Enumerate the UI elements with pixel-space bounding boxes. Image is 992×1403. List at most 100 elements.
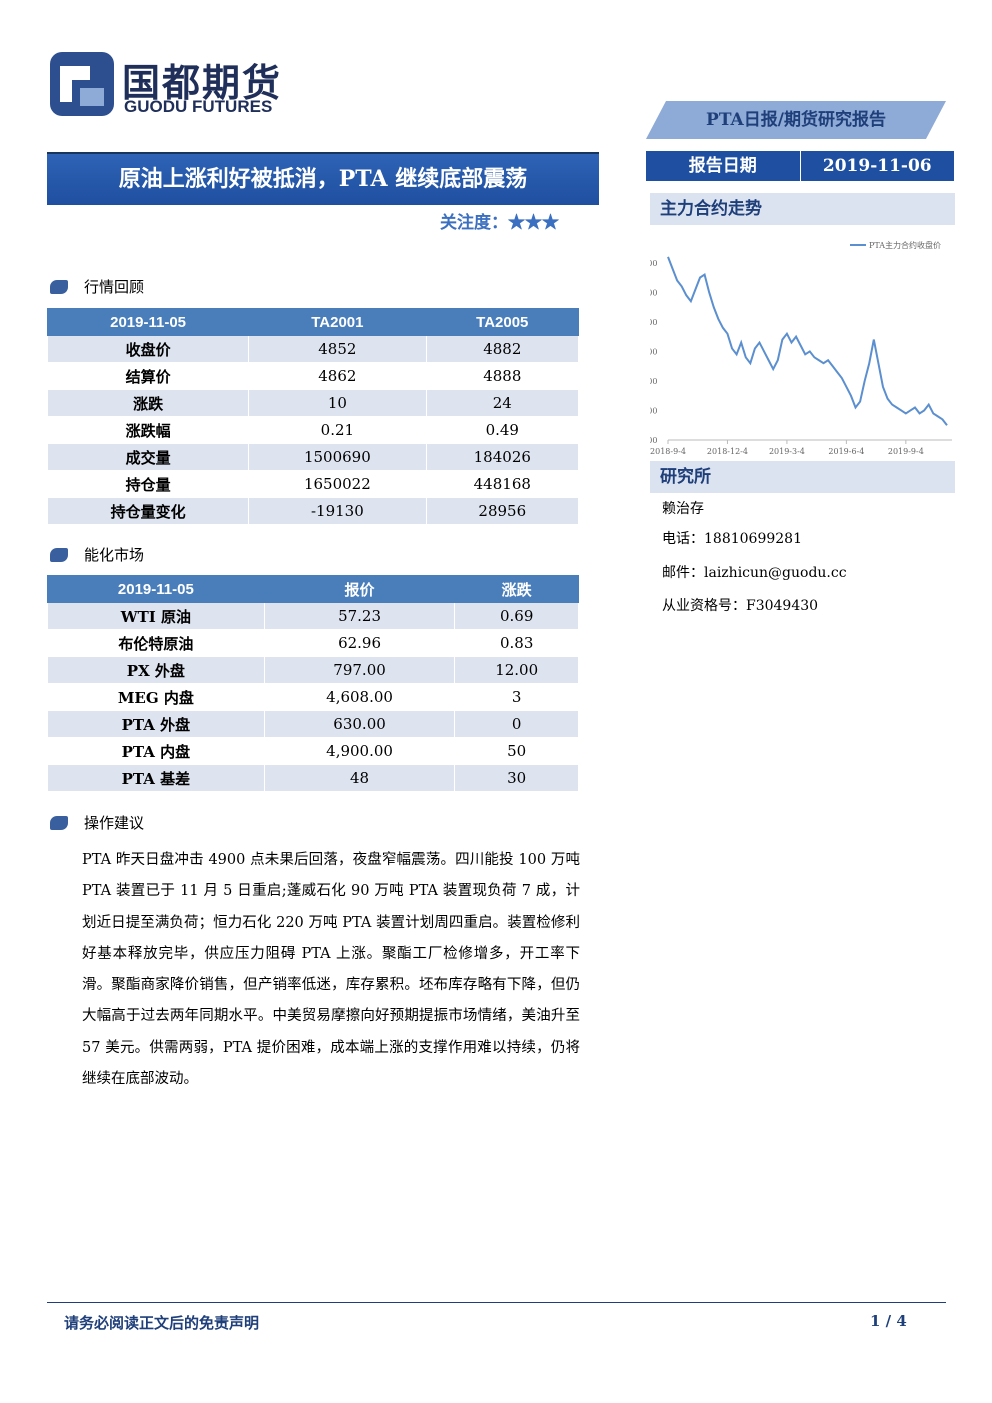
table-row: WTI 原油 57.23 0.69 bbox=[47, 602, 579, 630]
cell: 57.23 bbox=[263, 602, 456, 630]
cell: 4,608.00 bbox=[263, 683, 456, 711]
line bbox=[667, 256, 948, 426]
cell: 0.49 bbox=[425, 416, 580, 444]
attention: 关注度：★★★ bbox=[440, 208, 559, 233]
report-date: 报告日期 2019-11-06 bbox=[646, 151, 954, 181]
header-cell: 涨跌 bbox=[454, 575, 579, 603]
section-title: 操作建议 bbox=[84, 814, 145, 832]
row-label: 涨跌幅 bbox=[46, 416, 250, 444]
cell: 184026 bbox=[425, 443, 580, 471]
row-label: PX 外盘 bbox=[47, 656, 265, 684]
cell: 10 bbox=[248, 389, 427, 417]
row-label: 布伦特原油 bbox=[47, 629, 265, 657]
cell: 1500690 bbox=[248, 443, 427, 471]
logo-english: GUODU FUTURES bbox=[124, 97, 273, 116]
section-head: 行情回顾 bbox=[50, 276, 144, 297]
x-tick-label: 2019-9-4 bbox=[888, 447, 924, 456]
date-value: 2019-11-06 bbox=[799, 151, 955, 181]
attention-label: 关注度： bbox=[440, 213, 508, 233]
header-cell: 2019-11-05 bbox=[47, 575, 265, 603]
market-table: 2019-11-05 TA2001 TA2005 收盘价 4852 4882 结算价 4862… bbox=[46, 308, 580, 525]
row-label: 结算价 bbox=[46, 362, 250, 390]
cell: 4882 bbox=[425, 335, 580, 363]
side-head: 研究所 bbox=[650, 461, 955, 493]
cell: 448168 bbox=[425, 470, 580, 498]
table-row: 结算价 4862 4888 bbox=[46, 362, 580, 390]
section-title: 行情回顾 bbox=[84, 278, 145, 296]
cell: 4852 bbox=[248, 335, 427, 363]
x-tick-label: 2019-3-4 bbox=[769, 447, 805, 456]
table-row: 涨跌幅 0.21 0.49 bbox=[46, 416, 580, 444]
y-tick-label: 4,600 bbox=[650, 436, 657, 445]
cell: 24 bbox=[425, 389, 580, 417]
contact-phone: 电话：18810699281 bbox=[662, 531, 802, 547]
row-label: 收盘价 bbox=[46, 335, 250, 363]
contact-license: 从业资格号：F3049430 bbox=[662, 598, 819, 614]
attention-stars: ★★★ bbox=[508, 213, 559, 233]
advice-text: PTA 昨天日盘冲击 4900 点未果后回落，夜盘窄幅震荡。四川能投 100 万… bbox=[82, 852, 580, 1088]
table-row: 布伦特原油 62.96 0.83 bbox=[47, 629, 579, 657]
row-label: MEG 内盘 bbox=[47, 683, 265, 711]
cell: 630.00 bbox=[263, 710, 456, 738]
row-label: 涨跌 bbox=[46, 389, 250, 417]
cell: 4888 bbox=[425, 362, 580, 390]
table-row: PX 外盘 797.00 12.00 bbox=[47, 656, 579, 684]
row-label: 持仓量 bbox=[46, 470, 250, 498]
contact-email: 邮件：laizhicun@guodu.cc bbox=[662, 565, 847, 581]
section-title: 能化市场 bbox=[84, 546, 145, 564]
section-head: 操作建议 bbox=[50, 812, 144, 833]
cell: 50 bbox=[454, 737, 579, 765]
cell: -19130 bbox=[248, 497, 427, 525]
header-cell: 报价 bbox=[263, 575, 456, 603]
y-tick-label: 7,100 bbox=[650, 288, 657, 297]
cell: 4862 bbox=[248, 362, 427, 390]
table-row: 成交量 1500690 184026 bbox=[46, 443, 580, 471]
header-row: 2019-11-05 TA2001 TA2005 bbox=[46, 308, 580, 336]
contact-name: 赖治存 bbox=[662, 501, 704, 517]
y-tick-label: 6,100 bbox=[650, 347, 657, 356]
table-row: 收盘价 4852 4882 bbox=[46, 335, 580, 363]
row-label: WTI 原油 bbox=[47, 602, 265, 630]
section-head: 能化市场 bbox=[50, 544, 144, 565]
page-number: 1 / 4 bbox=[870, 1312, 907, 1330]
row-label: PTA 基差 bbox=[47, 764, 265, 792]
y-tick-label: 5,100 bbox=[650, 406, 657, 415]
cell: 0.21 bbox=[248, 416, 427, 444]
table-row: MEG 内盘 4,608.00 3 bbox=[47, 683, 579, 711]
side-head: 主力合约走势 bbox=[650, 193, 955, 225]
cell: 48 bbox=[263, 764, 456, 792]
footer-rule bbox=[47, 1302, 946, 1303]
energy-table: 2019-11-05 报价 涨跌 WTI 原油 57.23 0.69 布伦特原油 62.96 0… bbox=[47, 575, 579, 792]
cell: 4,900.00 bbox=[263, 737, 456, 765]
logo-mark bbox=[50, 52, 114, 116]
table-row: PTA 内盘 4,900.00 50 bbox=[47, 737, 579, 765]
cell: 0 bbox=[454, 710, 579, 738]
table-row: PTA 外盘 630.00 0 bbox=[47, 710, 579, 738]
cell: 30 bbox=[454, 764, 579, 792]
date-label: 报告日期 bbox=[688, 156, 757, 176]
cell: 0.69 bbox=[454, 602, 579, 630]
cell: 0.83 bbox=[454, 629, 579, 657]
x-tick-label: 2019-6-4 bbox=[828, 447, 864, 456]
report-type: PTA日报/期货研究报告 bbox=[646, 101, 946, 139]
row-label: 成交量 bbox=[46, 443, 250, 471]
table-row: 持仓量变化 -19130 28956 bbox=[46, 497, 580, 525]
y-tick-label: 5,600 bbox=[650, 377, 657, 386]
header-cell: 2019-11-05 bbox=[46, 308, 250, 336]
cell: 12.00 bbox=[454, 656, 579, 684]
table-row: 持仓量 1650022 448168 bbox=[46, 470, 580, 498]
header-cell: TA2005 bbox=[425, 308, 580, 336]
x-tick-label: 2018-12-4 bbox=[707, 447, 748, 456]
title: 原油上涨利好被抵消，PTA 继续底部震荡 bbox=[47, 152, 599, 205]
row-label: PTA 内盘 bbox=[47, 737, 265, 765]
header-row: 2019-11-05 报价 涨跌 bbox=[47, 575, 579, 603]
y-tick-label: 6,600 bbox=[650, 318, 657, 327]
disclaimer: 请务必阅读正文后的免责声明 bbox=[64, 1314, 260, 1332]
header-cell: TA2001 bbox=[248, 308, 427, 336]
row-label: PTA 外盘 bbox=[47, 710, 265, 738]
x-tick-label: 2018-9-4 bbox=[650, 447, 686, 456]
row-label: 持仓量变化 bbox=[46, 497, 250, 525]
cell: 62.96 bbox=[263, 629, 456, 657]
legend-label: PTA主力合约收盘价 bbox=[869, 240, 941, 250]
